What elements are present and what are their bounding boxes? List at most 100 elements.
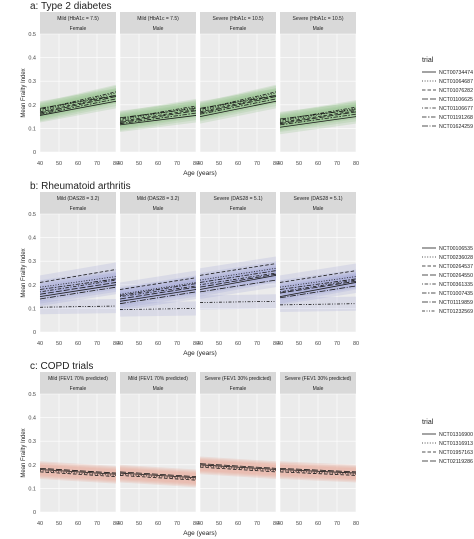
confidence-band xyxy=(120,467,196,487)
x-tick-label: 50 xyxy=(216,341,222,347)
series-line xyxy=(39,469,117,475)
x-tick-label: 80 xyxy=(193,521,199,527)
legend-label: NCT01232569 xyxy=(439,309,473,315)
x-tick-label: 50 xyxy=(296,161,302,167)
series-line xyxy=(199,94,277,109)
x-tick-label: 50 xyxy=(136,341,142,347)
x-axis-label: Age (years) xyxy=(183,170,217,177)
facet-strip xyxy=(200,12,276,34)
y-tick-label: 0.5 xyxy=(28,392,36,398)
facet-sublabel: Female xyxy=(230,206,247,212)
x-tick-label: 60 xyxy=(315,521,321,527)
legend-label: NCT00264550 xyxy=(439,273,473,279)
series-line xyxy=(119,289,197,302)
series-line xyxy=(279,111,357,125)
confidence-band xyxy=(40,269,116,295)
x-tick-label: 40 xyxy=(197,341,203,347)
series-line xyxy=(119,291,197,305)
facet-strip xyxy=(40,12,116,34)
series-line xyxy=(199,463,277,469)
x-tick-label: 60 xyxy=(235,341,241,347)
series-line xyxy=(199,98,277,115)
legend-title: trial xyxy=(422,57,434,64)
series-line xyxy=(279,285,357,299)
facet-strip xyxy=(40,372,116,394)
series-line xyxy=(119,107,197,119)
confidence-band xyxy=(280,463,356,482)
facet-label: Mild (FEV1 70% predicted) xyxy=(128,376,188,382)
x-tick-label: 50 xyxy=(136,521,142,527)
facet-strip xyxy=(280,192,356,214)
series-line xyxy=(119,286,197,300)
series-line xyxy=(119,475,197,481)
series-line xyxy=(279,471,357,476)
series-line xyxy=(279,270,357,283)
x-tick-label: 70 xyxy=(334,341,340,347)
series-line xyxy=(199,466,277,473)
x-tick-label: 40 xyxy=(37,161,43,167)
x-tick-label: 40 xyxy=(197,521,203,527)
x-tick-label: 60 xyxy=(155,161,161,167)
x-tick-label: 60 xyxy=(75,161,81,167)
x-tick-label: 40 xyxy=(37,341,43,347)
series-line xyxy=(119,283,197,296)
confidence-band xyxy=(200,256,276,283)
legend-label: NCT01957163 xyxy=(439,450,473,456)
facet-sublabel: Female xyxy=(230,26,247,32)
x-tick-label: 50 xyxy=(56,521,62,527)
x-tick-label: 80 xyxy=(353,161,359,167)
x-tick-label: 70 xyxy=(174,161,180,167)
x-tick-label: 70 xyxy=(174,521,180,527)
series-line xyxy=(279,278,357,290)
legend-title: trial xyxy=(422,419,434,426)
facet-strip xyxy=(40,192,116,214)
series-line xyxy=(199,96,277,114)
facet-sublabel: Female xyxy=(230,386,247,392)
series-line xyxy=(39,98,117,115)
confidence-band xyxy=(120,275,196,302)
x-tick-label: 80 xyxy=(113,341,119,347)
facet-sublabel: Female xyxy=(70,26,87,32)
y-tick-label: 0.1 xyxy=(28,486,36,492)
series-line xyxy=(39,92,117,112)
x-tick-label: 80 xyxy=(193,161,199,167)
y-tick-label: 0.5 xyxy=(28,32,36,38)
legend-label: NCT00361335 xyxy=(439,282,473,288)
x-tick-label: 70 xyxy=(254,521,260,527)
x-tick-label: 50 xyxy=(136,161,142,167)
x-tick-label: 50 xyxy=(56,341,62,347)
x-tick-label: 50 xyxy=(216,521,222,527)
group-title: c: COPD trials xyxy=(30,361,93,372)
series-line xyxy=(119,472,197,479)
x-tick-label: 40 xyxy=(117,341,123,347)
x-tick-label: 50 xyxy=(296,521,302,527)
series-line xyxy=(39,94,117,109)
x-tick-label: 60 xyxy=(315,161,321,167)
series-line xyxy=(279,303,357,306)
series-line xyxy=(199,300,277,303)
facet-label: Severe (DAS28 = 5.1) xyxy=(293,196,342,202)
facet-label: Severe (FEV1 30% predicted) xyxy=(285,376,352,382)
facet-label: Mild (HbA1c = 7.5) xyxy=(57,16,99,22)
x-tick-label: 40 xyxy=(277,341,283,347)
series-line xyxy=(39,282,117,295)
x-tick-label: 70 xyxy=(174,341,180,347)
series-line xyxy=(119,110,197,123)
legend-label: NCT01106677 xyxy=(439,106,473,112)
series-line xyxy=(279,279,357,293)
y-tick-label: 0.4 xyxy=(28,56,36,62)
facet-label: Mild (HbA1c = 7.5) xyxy=(137,16,179,22)
legend-label: NCT01076282 xyxy=(439,88,473,94)
legend-label: NCT01316913 xyxy=(439,441,473,447)
facet-label: Severe (HbA1c = 10.5) xyxy=(293,16,344,22)
series-line xyxy=(39,94,117,113)
y-tick-label: 0.2 xyxy=(28,283,36,289)
x-tick-label: 80 xyxy=(113,161,119,167)
facet-strip xyxy=(120,192,196,214)
confidence-band xyxy=(280,269,356,295)
x-tick-label: 80 xyxy=(353,341,359,347)
x-tick-label: 50 xyxy=(216,161,222,167)
series-line xyxy=(279,116,357,128)
series-line xyxy=(39,100,117,116)
facet-strip xyxy=(120,372,196,394)
